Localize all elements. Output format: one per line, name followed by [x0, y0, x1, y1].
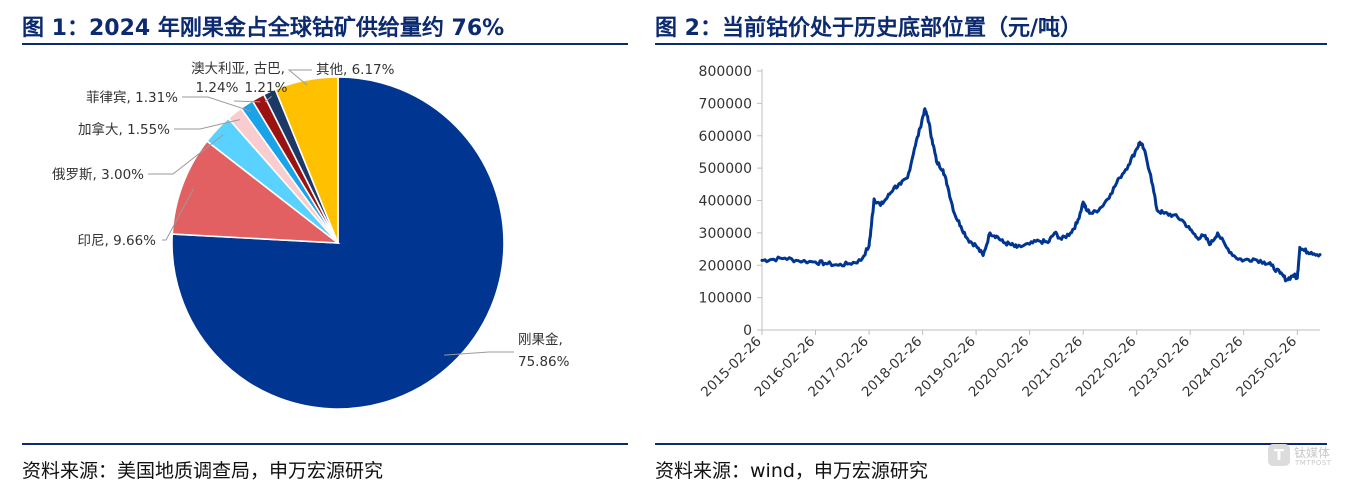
y-tick-label-4: 400000 [699, 194, 752, 210]
tmtpost-watermark: T 钛媒体 TMTPOST [1268, 440, 1350, 476]
pie-label-drc: 刚果金, [518, 332, 563, 348]
line-chart: 0 100000 200000 300000 400000 500000 600000 700… [698, 64, 1322, 400]
pie-slice-1 [171, 139, 341, 244]
leader-line-1 [162, 188, 194, 241]
leader-line-4 [182, 96, 252, 112]
leader-line-3 [174, 119, 240, 130]
right-title-rule [655, 43, 1327, 45]
left-figure-title: 图 1：2024 年刚果金占全球钴矿供给量约 76% [22, 16, 505, 41]
leader-line-6 [264, 95, 272, 103]
pie-label-indonesia: 印尼, 9.66% [78, 233, 157, 249]
pie-chart: 刚果金, 75.86% 印尼, 9.66% 俄罗斯, 3.00% 加拿大, 1.55% 菲… [52, 61, 570, 410]
left-title-rule [22, 43, 628, 45]
right-bottom-rule [655, 443, 1327, 445]
leader-line-7 [287, 69, 312, 86]
pie-label-drc-pct: 75.86% [518, 354, 570, 370]
leader-line-2 [148, 134, 224, 175]
y-tick-label-0: 0 [743, 323, 752, 339]
pie-label-other: 其他, 6.17% [316, 62, 395, 78]
leader-line-5 [233, 100, 261, 103]
right-figure-title: 图 2：当前钴价处于历史底部位置（元/吨） [655, 16, 1083, 41]
tmtpost-logo-icon: T [1268, 444, 1290, 466]
right-source-note: 资料来源：wind，申万宏源研究 [655, 460, 928, 482]
pie-label-russia: 俄罗斯, 3.00% [52, 167, 144, 183]
watermark-text-en: TMTPOST [1295, 459, 1332, 467]
y-tick-label-8: 800000 [699, 64, 752, 80]
y-tick-label-3: 300000 [699, 226, 752, 242]
y-tick-label-7: 700000 [699, 96, 752, 112]
y-tick-label-1: 100000 [699, 291, 752, 307]
pie-label-australia-cuba: 澳大利亚, 古巴, [191, 61, 285, 77]
y-tick-label-6: 600000 [699, 129, 752, 145]
pie-label-canada: 加拿大, 1.55% [78, 121, 170, 138]
left-source-note: 资料来源：美国地质调查局，申万宏源研究 [22, 460, 384, 482]
pie-slice-7 [274, 76, 339, 244]
leader-line-0 [444, 351, 514, 356]
watermark-text-cn: 钛媒体 [1294, 446, 1331, 460]
y-tick-label-5: 500000 [699, 161, 752, 177]
pie-slice-0 [171, 76, 505, 410]
pie-label-cuba-pct: 1.21% [245, 80, 288, 96]
pie-label-australia-pct: 1.24% [196, 80, 239, 96]
series-line-cobalt-price [760, 107, 1322, 283]
left-figure-panel: 图 1：2024 年刚果金占全球钴矿供给量约 76% 刚果金, 75.86% 印尼,… [22, 0, 628, 496]
y-tick-label-2: 200000 [699, 258, 752, 274]
pie-label-philippines: 菲律宾, 1.31% [86, 90, 178, 106]
right-figure-panel: 图 2：当前钴价处于历史底部位置（元/吨） 0 100000 200000 30000… [655, 0, 1327, 496]
left-bottom-rule [22, 443, 628, 445]
